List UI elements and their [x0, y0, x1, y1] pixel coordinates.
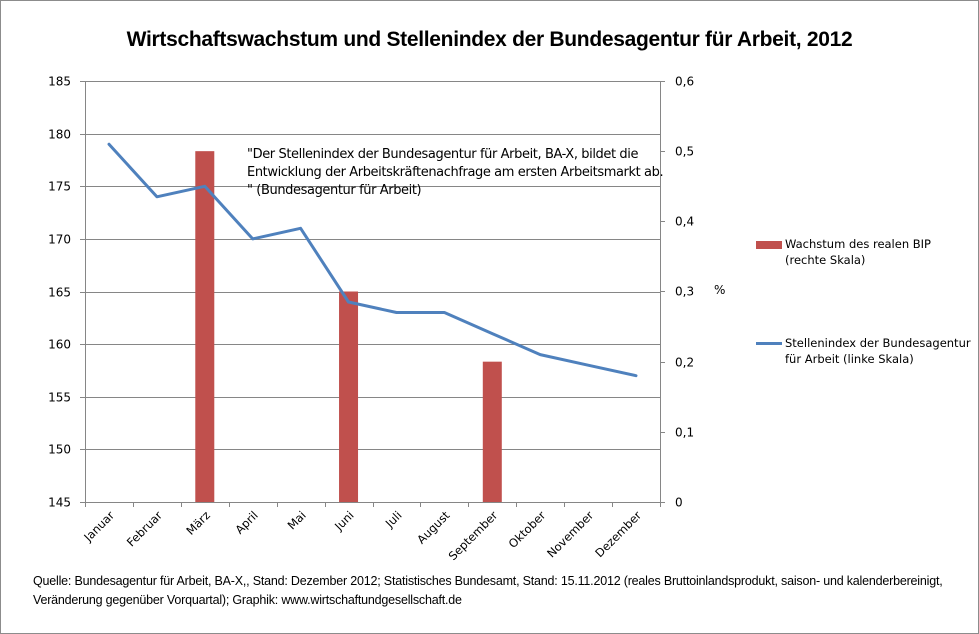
x-tick-label: November — [544, 508, 596, 560]
right-tick-label: 0,3 — [675, 285, 694, 299]
x-tick-label: August — [414, 508, 453, 547]
legend-label-stellenindex: Stellenindex der Bundesagentur für Arbei… — [785, 336, 971, 366]
left-tick-label: 180 — [48, 128, 71, 142]
left-tick-label: 160 — [48, 338, 71, 352]
x-tick-label: Februar — [124, 508, 165, 549]
right-tick-label: 0,6 — [675, 75, 694, 89]
x-tick-label: Juli — [382, 508, 405, 531]
x-tick-label: Juni — [331, 508, 357, 534]
right-tick-label: 0,1 — [675, 426, 694, 440]
bar-juni — [339, 291, 359, 502]
stellenindex-line — [107, 142, 638, 378]
left-tick-label: 185 — [48, 75, 71, 89]
x-tick-label: April — [232, 508, 260, 536]
bar-märz — [195, 151, 215, 502]
bar-september — [482, 361, 502, 502]
x-tick-label: Dezember — [592, 508, 644, 560]
right-tick-label: 0,4 — [675, 215, 694, 229]
x-tick-label: Januar — [80, 508, 117, 545]
left-tick-label: 170 — [48, 233, 71, 247]
right-tick-label: 0 — [675, 496, 683, 510]
x-tick-label: März — [183, 508, 213, 538]
chart-source: Quelle: Bundesagentur für Arbeit, BA-X,,… — [33, 574, 943, 607]
x-tick-label: September — [446, 508, 501, 563]
left-tick-label: 165 — [48, 286, 71, 300]
left-tick-label: 145 — [48, 496, 71, 510]
legend-swatch-line — [756, 342, 782, 345]
legend-label-bip: Wachstum des realen BIP (rechte Skala) — [785, 237, 931, 267]
legend-swatch-bar — [756, 241, 782, 249]
left-tick-label: 175 — [48, 180, 71, 194]
right-tick-label: 0,2 — [675, 356, 694, 370]
chart-title: Wirtschaftswachstum und Stellenindex der… — [126, 28, 853, 51]
chart-annotation: "Der Stellenindex der Bundesagentur für … — [247, 147, 664, 198]
right-axis-label: % — [714, 283, 726, 297]
right-tick-label: 0,5 — [675, 145, 694, 159]
left-tick-label: 150 — [48, 443, 71, 457]
x-tick-label: Mai — [285, 508, 309, 532]
x-tick-label: Oktober — [506, 508, 549, 551]
left-tick-label: 155 — [48, 391, 71, 405]
